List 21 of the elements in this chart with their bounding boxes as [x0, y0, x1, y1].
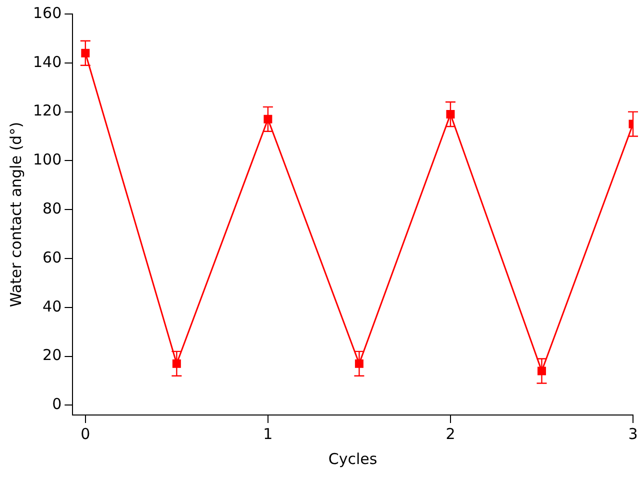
point: [172, 359, 181, 368]
x-axis-title: Cycles: [328, 450, 378, 468]
point: [446, 110, 455, 118]
x-tick-label: 1: [263, 424, 273, 443]
y-tick-label: 40: [42, 297, 62, 316]
point: [354, 359, 364, 368]
y-tick-label: 100: [32, 150, 62, 169]
y-tick-label: 20: [42, 346, 62, 364]
y-axis-title: Water contact angle (d°): [6, 122, 25, 308]
y-tick-label: 60: [42, 248, 62, 266]
y-tick-label: 80: [42, 200, 62, 218]
x-tick-label: 0: [80, 424, 90, 443]
y-tick-label: 160: [32, 4, 62, 22]
y-tick-label: 140: [32, 52, 62, 71]
y-tick-label: 120: [32, 102, 62, 120]
x-tick-label: 2: [446, 424, 456, 443]
y-tick-label: 0: [52, 395, 62, 414]
point: [537, 366, 546, 376]
point: [264, 114, 272, 124]
x-tick-label: 3: [628, 424, 638, 443]
point: [81, 48, 90, 58]
